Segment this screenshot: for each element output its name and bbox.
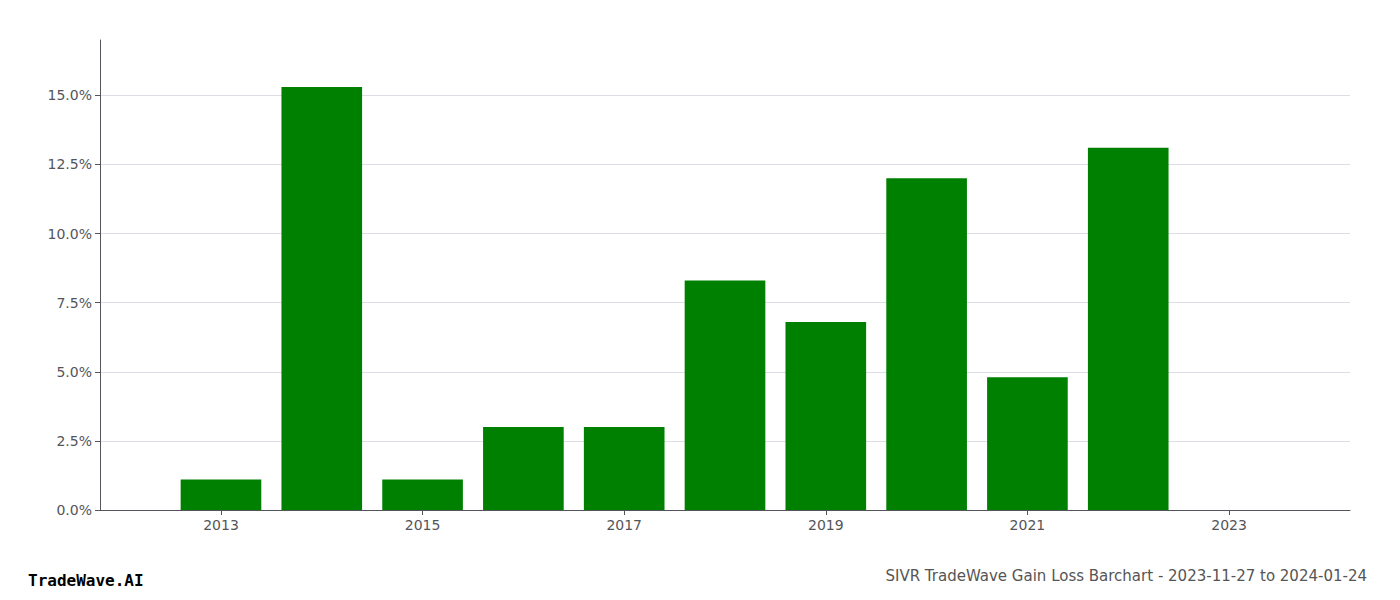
- svg-text:2023: 2023: [1211, 517, 1247, 533]
- svg-text:TradeWave.AI: TradeWave.AI: [28, 571, 144, 590]
- svg-text:5.0%: 5.0%: [56, 364, 92, 380]
- svg-text:2.5%: 2.5%: [56, 433, 92, 449]
- svg-text:2013: 2013: [203, 517, 239, 533]
- svg-text:0.0%: 0.0%: [56, 502, 92, 518]
- svg-text:7.5%: 7.5%: [56, 295, 92, 311]
- svg-text:2017: 2017: [606, 517, 642, 533]
- svg-text:2021: 2021: [1010, 517, 1046, 533]
- svg-text:12.5%: 12.5%: [48, 156, 92, 172]
- svg-text:2015: 2015: [405, 517, 441, 533]
- svg-text:15.0%: 15.0%: [48, 87, 92, 103]
- svg-text:SIVR TradeWave Gain Loss Barch: SIVR TradeWave Gain Loss Barchart - 2023…: [885, 567, 1367, 585]
- svg-text:10.0%: 10.0%: [48, 226, 92, 242]
- svg-text:2019: 2019: [808, 517, 844, 533]
